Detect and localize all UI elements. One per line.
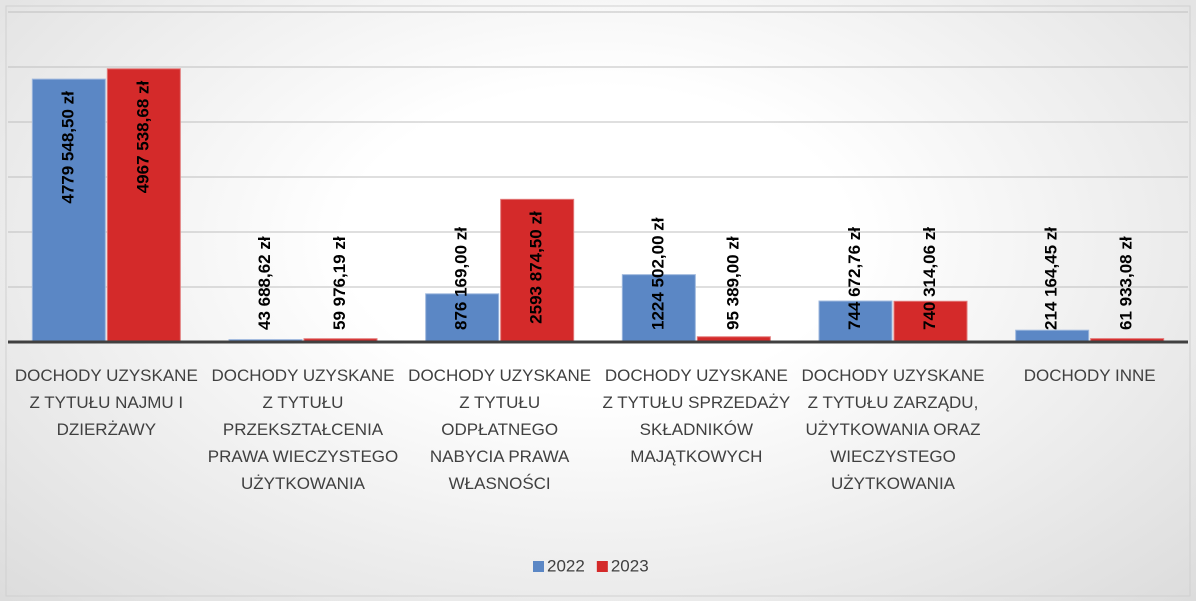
- data-label: 876 169,00 zł: [452, 227, 471, 330]
- bar: [425, 293, 500, 343]
- x-tick-label: DOCHODY UZYSKANE Z TYTUŁU PRZEKSZTAŁCENI…: [207, 366, 399, 493]
- data-label: 744 672,76 zł: [845, 227, 864, 330]
- data-label: 4779 548,50 zł: [58, 91, 77, 204]
- bar: [500, 198, 575, 343]
- data-label: 740 314,06 zł: [920, 227, 939, 330]
- x-tick-label: DOCHODY UZYSKANE Z TYTUŁU SPRZEDAŻY SKŁA…: [602, 366, 791, 466]
- data-label: 4967 538,68 zł: [133, 81, 152, 194]
- legend-label: 2023: [611, 556, 649, 575]
- data-label: 59 976,19 zł: [330, 236, 349, 330]
- bar: [106, 68, 181, 343]
- data-label: 1224 502,00 zł: [648, 217, 667, 330]
- data-label: 2593 874,50 zł: [527, 211, 546, 324]
- x-tick-label: DOCHODY INNE: [1023, 366, 1156, 385]
- bar: [1015, 329, 1090, 343]
- x-tick-label: DOCHODY UZYSKANE Z TYTUŁU ZARZĄDU, UŻYTK…: [801, 366, 985, 493]
- data-label: 61 933,08 zł: [1117, 236, 1136, 330]
- legend-label: 2022: [547, 556, 585, 575]
- bar: [621, 274, 696, 343]
- data-label: 214 164,45 zł: [1042, 227, 1061, 330]
- legend-swatch: [533, 561, 544, 572]
- legend-swatch: [596, 561, 608, 572]
- data-label: 43 688,62 zł: [255, 236, 274, 330]
- data-label: 95 389,00 zł: [723, 236, 742, 330]
- x-tick-label: DOCHODY UZYSKANE Z TYTUŁU ODPŁATNEGO NAB…: [408, 366, 592, 493]
- chart-border: [5, 5, 1191, 597]
- bar: [893, 300, 968, 343]
- x-tick-label: DOCHODY UZYSKANE Z TYTUŁU NAJMU I DZIERŻ…: [14, 366, 198, 439]
